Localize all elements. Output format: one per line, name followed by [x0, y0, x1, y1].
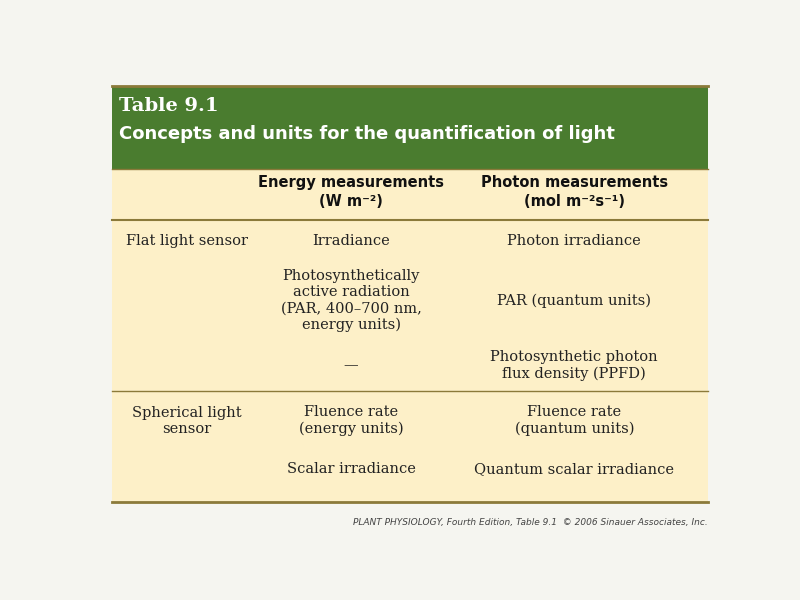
Text: Photosynthetic photon
flux density (PPFD): Photosynthetic photon flux density (PPFD… — [490, 350, 658, 381]
Text: Photon measurements: Photon measurements — [481, 175, 668, 190]
Text: Scalar irradiance: Scalar irradiance — [286, 463, 415, 476]
FancyBboxPatch shape — [112, 86, 708, 169]
Text: Flat light sensor: Flat light sensor — [126, 233, 248, 248]
Text: (W m⁻²): (W m⁻²) — [319, 194, 383, 209]
Text: Table 9.1: Table 9.1 — [118, 97, 218, 115]
Text: Photosynthetically
active radiation
(PAR, 400–700 nm,
energy units): Photosynthetically active radiation (PAR… — [281, 269, 422, 332]
Text: PAR (quantum units): PAR (quantum units) — [498, 293, 651, 308]
FancyBboxPatch shape — [112, 169, 708, 502]
Text: Spherical light
sensor: Spherical light sensor — [132, 406, 242, 436]
Text: Quantum scalar irradiance: Quantum scalar irradiance — [474, 463, 674, 476]
Text: —: — — [344, 358, 358, 373]
Text: (mol m⁻²s⁻¹): (mol m⁻²s⁻¹) — [524, 194, 625, 209]
Text: Photon irradiance: Photon irradiance — [507, 233, 641, 248]
Text: Irradiance: Irradiance — [312, 233, 390, 248]
Text: Energy measurements: Energy measurements — [258, 175, 444, 190]
Text: Concepts and units for the quantification of light: Concepts and units for the quantificatio… — [118, 125, 614, 143]
Text: PLANT PHYSIOLOGY, Fourth Edition, Table 9.1  © 2006 Sinauer Associates, Inc.: PLANT PHYSIOLOGY, Fourth Edition, Table … — [353, 518, 708, 527]
Text: Fluence rate
(energy units): Fluence rate (energy units) — [298, 406, 403, 436]
Text: Fluence rate
(quantum units): Fluence rate (quantum units) — [514, 406, 634, 436]
